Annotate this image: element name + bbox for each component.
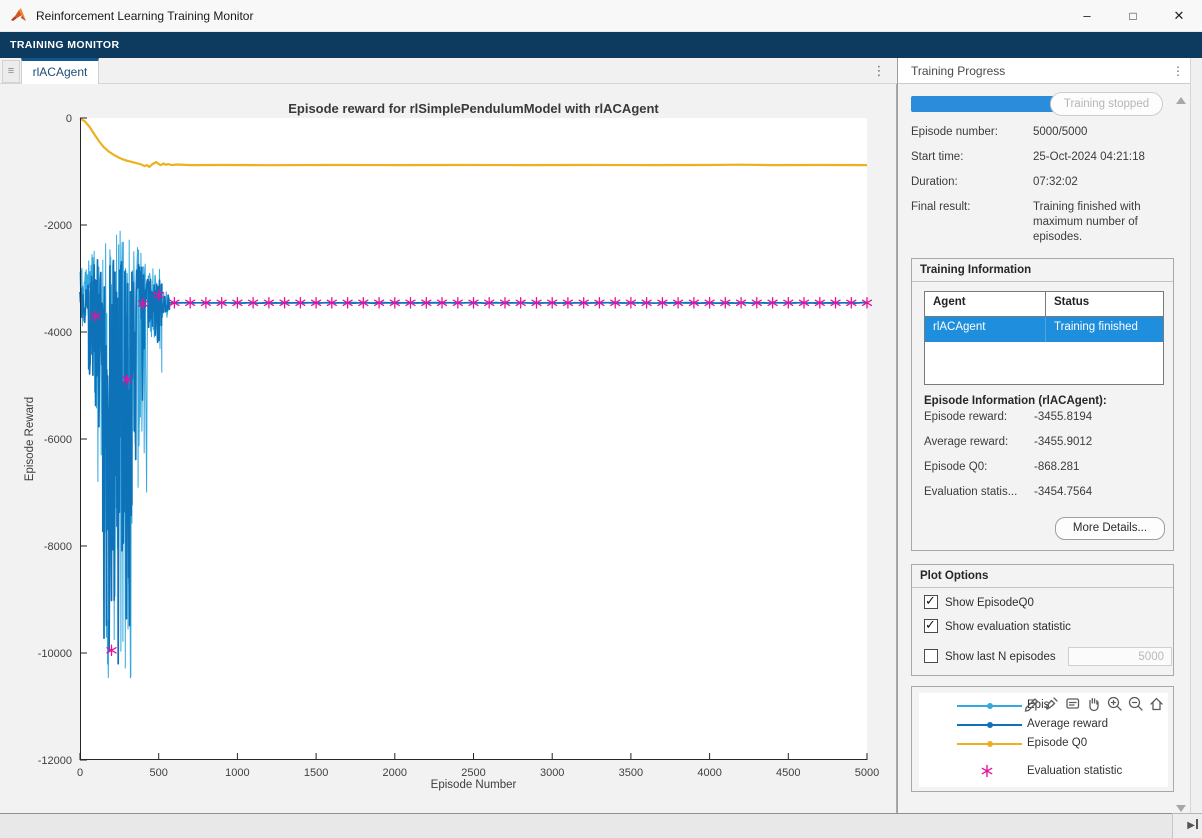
agents-table-header: Agent Status: [925, 292, 1163, 317]
titlebar: Reinforcement Learning Training Monitor …: [0, 0, 1202, 32]
panel-header: Training Progress ⋮: [898, 58, 1191, 84]
chart-title: Episode reward for rlSimplePendulumModel…: [80, 101, 867, 116]
svg-text:3000: 3000: [540, 767, 564, 779]
checkbox-icon[interactable]: ✓: [924, 649, 938, 663]
panel-content: Training stopped Episode number:5000/500…: [898, 84, 1191, 813]
bottom-right-corner: ▶: [1172, 813, 1202, 838]
axes-toolbar: [1022, 695, 1165, 713]
close-button[interactable]: ✕: [1156, 0, 1202, 32]
export-icon[interactable]: [1022, 695, 1039, 712]
episode-information-title: Episode Information (rlACAgent):: [924, 395, 1107, 407]
episode-number-row: Episode number:5000/5000: [911, 125, 1181, 140]
training-stopped-button[interactable]: Training stopped: [1050, 92, 1163, 116]
checkbox-icon[interactable]: ✓: [924, 619, 938, 633]
start-time-row: Start time:25-Oct-2024 04:21:18: [911, 150, 1181, 165]
window-title: Reinforcement Learning Training Monitor: [36, 0, 253, 32]
svg-text:-4000: -4000: [44, 327, 72, 339]
svg-text:0: 0: [66, 113, 72, 125]
y-axis-label: Episode Reward: [24, 397, 36, 481]
scroll-right-end-icon[interactable]: ▶: [1187, 818, 1198, 834]
legend-entry-evaluation-statistic: Evaluation statistic: [919, 765, 1168, 779]
bottom-scroll-track[interactable]: [0, 813, 1172, 838]
svg-text:1000: 1000: [225, 767, 249, 779]
final-result-row: Final result:Training finished with maxi…: [911, 200, 1181, 245]
training-progress-bar: [911, 96, 1054, 112]
agents-table: Agent Status rlACAgent Training finished: [924, 291, 1164, 385]
training-information-title: Training Information: [912, 259, 1173, 282]
scroll-up-icon[interactable]: [1176, 97, 1186, 104]
tab-overflow-menu-icon[interactable]: ⋮: [866, 58, 892, 84]
table-row[interactable]: rlACAgent Training finished: [925, 317, 1163, 342]
datatips-icon[interactable]: [1064, 695, 1081, 712]
training-progress-panel: Training Progress ⋮ Training stopped Epi…: [897, 58, 1190, 813]
asterisk-marker-icon: [980, 764, 994, 783]
toolstrip: TRAINING MONITOR: [0, 32, 1202, 58]
show-episodeq0-checkbox[interactable]: ✓Show EpisodeQ0: [924, 595, 1034, 611]
svg-text:-8000: -8000: [44, 541, 72, 553]
chart-legend: Epis Average reward Episode Q0: [919, 693, 1168, 787]
episode-q0-row: Episode Q0:-868.281: [924, 461, 1169, 473]
reward-chart: 0500100015002000250030003500400045005000…: [80, 118, 867, 760]
training-information-section: Training Information Agent Status rlACAg…: [911, 258, 1174, 551]
tab-grip[interactable]: ≡: [2, 60, 20, 83]
svg-text:500: 500: [150, 767, 168, 779]
episode-reward-row: Episode reward:-3455.8194: [924, 411, 1169, 423]
average-reward-row: Average reward:-3455.9012: [924, 436, 1169, 448]
minimize-button[interactable]: –: [1064, 0, 1110, 32]
duration-row: Duration:07:32:02: [911, 175, 1181, 190]
evaluation-statistic-row: Evaluation statis...-3454.7564: [924, 486, 1169, 498]
checkbox-icon[interactable]: ✓: [924, 595, 938, 609]
brush-icon[interactable]: [1043, 695, 1060, 712]
home-icon[interactable]: [1148, 695, 1165, 712]
panel-overflow-menu-icon[interactable]: ⋮: [1169, 58, 1187, 84]
figure-document: Episode reward for rlSimplePendulumModel…: [0, 84, 897, 813]
svg-text:4500: 4500: [776, 767, 800, 779]
svg-text:5000: 5000: [855, 767, 879, 779]
svg-text:-10000: -10000: [38, 648, 72, 660]
legend-entry-average-reward: Average reward: [919, 718, 1168, 732]
plot-options-section: Plot Options ✓Show EpisodeQ0 ✓Show evalu…: [911, 564, 1174, 676]
right-scrollbar-strip[interactable]: [1190, 58, 1202, 813]
chart-plot-area: 0500100015002000250030003500400045005000…: [80, 118, 867, 760]
matlab-logo-icon: [10, 7, 28, 25]
bottom-bar: ▶: [0, 813, 1202, 838]
document-tabbar: ≡ rlACAgent ⋮: [0, 58, 897, 84]
tab-rlacagent[interactable]: rlACAgent: [21, 58, 99, 84]
app-window: Reinforcement Learning Training Monitor …: [0, 0, 1202, 838]
svg-text:1500: 1500: [304, 767, 328, 779]
svg-text:-2000: -2000: [44, 220, 72, 232]
svg-text:0: 0: [77, 767, 83, 779]
last-n-episodes-input[interactable]: 5000: [1068, 647, 1172, 666]
toolstrip-tab-training-monitor[interactable]: TRAINING MONITOR: [0, 32, 119, 58]
maximize-button[interactable]: □: [1110, 0, 1156, 32]
zoom-out-icon[interactable]: [1127, 695, 1144, 712]
svg-text:2500: 2500: [461, 767, 485, 779]
show-evaluation-statistic-checkbox[interactable]: ✓Show evaluation statistic: [924, 619, 1071, 635]
x-axis-label: Episode Number: [80, 779, 867, 791]
pan-icon[interactable]: [1085, 695, 1102, 712]
zoom-in-icon[interactable]: [1106, 695, 1123, 712]
legend-section: Epis Average reward Episode Q0: [911, 686, 1174, 792]
scroll-down-icon[interactable]: [1176, 805, 1186, 812]
svg-text:2000: 2000: [383, 767, 407, 779]
show-last-n-episodes-checkbox[interactable]: ✓Show last N episodes: [924, 649, 1056, 665]
panel-title: Training Progress: [911, 58, 1005, 84]
more-details-button[interactable]: More Details...: [1055, 517, 1165, 540]
svg-text:4000: 4000: [697, 767, 721, 779]
legend-entry-episode-q0: Episode Q0: [919, 737, 1168, 751]
svg-text:-6000: -6000: [44, 434, 72, 446]
svg-text:-12000: -12000: [38, 755, 72, 767]
plot-options-title: Plot Options: [912, 565, 1173, 588]
svg-text:3500: 3500: [619, 767, 643, 779]
